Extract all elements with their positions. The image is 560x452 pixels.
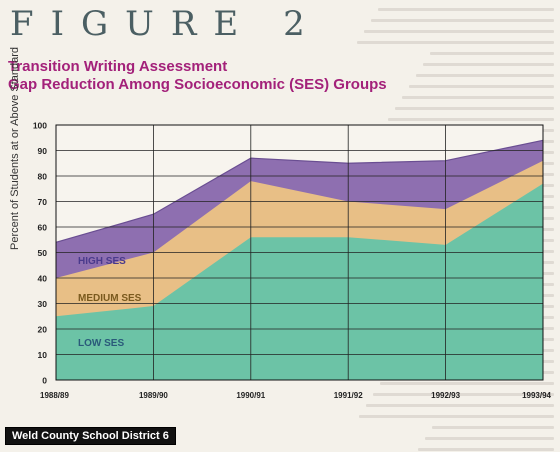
- background-text-line: [388, 118, 554, 121]
- x-tick-label: 1989/90: [139, 391, 168, 400]
- background-text-line: [364, 30, 554, 33]
- background-text-line: [423, 63, 554, 66]
- y-tick-label: 50: [38, 248, 48, 258]
- y-tick-label: 10: [38, 350, 48, 360]
- y-tick-label: 100: [33, 121, 47, 131]
- y-tick-label: 0: [42, 376, 47, 386]
- background-text-line: [416, 74, 554, 77]
- footer-label: Weld County School District 6: [5, 427, 176, 445]
- y-tick-label: 60: [38, 223, 48, 233]
- background-text-line: [395, 107, 554, 110]
- background-text-line: [359, 415, 554, 418]
- y-tick-label: 70: [38, 197, 48, 207]
- x-tick-label: 1990/91: [236, 391, 265, 400]
- x-tick-label: 1992/93: [431, 391, 460, 400]
- background-text-line: [430, 52, 554, 55]
- series-label: MEDIUM SES: [78, 293, 142, 304]
- plot-border: [55, 124, 544, 381]
- background-text-line: [378, 8, 554, 11]
- y-tick-label: 40: [38, 274, 48, 284]
- x-tick-label: 1988/89: [40, 391, 69, 400]
- y-tick-label: 90: [38, 146, 48, 156]
- background-text-line: [373, 393, 554, 396]
- background-text-line: [366, 404, 554, 407]
- low-ses-area: [56, 183, 543, 380]
- y-tick-label: 80: [38, 172, 48, 182]
- background-text-line: [418, 448, 554, 451]
- chart-title-line-1: Transition Writing Assessment: [8, 58, 228, 75]
- series-label: LOW SES: [78, 338, 124, 349]
- high-ses-line: [55, 139, 544, 243]
- background-text-line: [409, 85, 554, 88]
- background-text-line: [371, 19, 554, 22]
- y-tick-label: 30: [38, 299, 48, 309]
- chart-title-line-2: Gap Reduction Among Socioeconomic (SES) …: [8, 76, 387, 93]
- y-tick-label: 20: [38, 325, 48, 335]
- series-label: HIGH SES: [78, 256, 126, 267]
- background-text-line: [425, 437, 554, 440]
- chart-title: Transition Writing Assessment Gap Reduct…: [8, 58, 388, 94]
- x-tick-label: 1991/92: [334, 391, 363, 400]
- x-tick-label: 1993/94: [522, 391, 551, 400]
- background-text-line: [432, 426, 554, 429]
- figure-label: FIGURE 2: [10, 4, 322, 44]
- background-text-line: [380, 382, 554, 385]
- background-text-line: [357, 41, 554, 44]
- background-text-line: [402, 96, 554, 99]
